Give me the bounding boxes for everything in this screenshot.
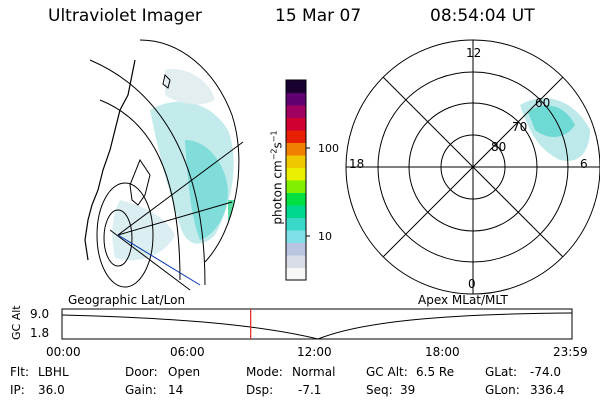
glat-label: GLat: bbox=[485, 365, 518, 379]
geographic-panel-label: Geographic Lat/Lon bbox=[68, 293, 186, 307]
time-label: 08:54:04 UT bbox=[430, 6, 535, 26]
colorbar-segment bbox=[286, 117, 306, 131]
colorbar-segment bbox=[286, 217, 306, 231]
colorbar-segment bbox=[286, 105, 306, 118]
mlt-0-label: 0 bbox=[468, 277, 476, 291]
seq-label: Seq: bbox=[366, 383, 393, 397]
colorbar-segment bbox=[286, 155, 306, 168]
gcalt-label: GC Alt: bbox=[366, 365, 408, 379]
timeline-ytick-top: 9.0 bbox=[30, 307, 50, 321]
timeline-xtick-1800: 18:00 bbox=[425, 345, 460, 359]
glon-value: 336.4 bbox=[530, 383, 565, 397]
glat-value: -74.0 bbox=[530, 365, 562, 379]
apex-panel-label: Apex MLat/MLT bbox=[418, 293, 508, 307]
mlt-18-label: 18 bbox=[349, 157, 365, 171]
timeline-xtick-1200: 12:00 bbox=[297, 345, 332, 359]
colorbar-tick-10: 10 bbox=[318, 230, 332, 243]
colorbar-segment bbox=[286, 192, 306, 206]
colorbar-segment bbox=[286, 255, 306, 268]
ip-value: 36.0 bbox=[38, 383, 65, 397]
door-value: Open bbox=[168, 365, 201, 379]
colorbar-segment bbox=[286, 167, 306, 181]
colorbar-segment bbox=[286, 130, 306, 143]
timeline-xtick-2359: 23:59 bbox=[553, 345, 588, 359]
colorbar-segment bbox=[286, 92, 306, 106]
colorbar-segment bbox=[286, 180, 306, 193]
colorbar-segment bbox=[286, 205, 306, 218]
filter-value: LBHL bbox=[38, 365, 69, 379]
timeline-xtick-0000: 00:00 bbox=[46, 345, 81, 359]
colorbar-tick-100: 100 bbox=[318, 142, 339, 155]
colorbar-segment bbox=[286, 142, 306, 156]
ip-label: IP: bbox=[10, 383, 25, 397]
door-label: Door: bbox=[125, 365, 158, 379]
timeline-xtick-0600: 06:00 bbox=[170, 345, 205, 359]
gain-label: Gain: bbox=[125, 383, 157, 397]
mlat-60-label: 60 bbox=[535, 96, 551, 110]
gcalt-value: 6.5 Re bbox=[416, 365, 455, 379]
colorbar-border bbox=[285, 79, 307, 281]
colorbar-segment bbox=[286, 267, 306, 281]
colorbar-segment bbox=[286, 230, 306, 243]
filter-label: Flt: bbox=[10, 365, 29, 379]
mlt-6-label: 6 bbox=[580, 157, 588, 171]
mode-label: Mode: bbox=[246, 365, 283, 379]
colorbar-segment bbox=[286, 242, 306, 256]
seq-value: 39 bbox=[400, 383, 416, 397]
timeline-ytick-bottom: 1.8 bbox=[30, 326, 50, 340]
date-label: 15 Mar 07 bbox=[275, 6, 362, 26]
mlat-80-label: 80 bbox=[491, 140, 507, 154]
instrument-title: Ultraviolet Imager bbox=[48, 6, 202, 26]
mlt-12-label: 12 bbox=[466, 46, 482, 60]
colorbar-segment bbox=[286, 80, 306, 93]
glon-label: GLon: bbox=[485, 383, 520, 397]
mode-value: Normal bbox=[292, 365, 336, 379]
dsp-value: -7.1 bbox=[298, 383, 322, 397]
timeline-ylabel: GC Alt bbox=[10, 305, 23, 340]
gain-value: 14 bbox=[168, 383, 184, 397]
mlat-70-label: 70 bbox=[512, 120, 528, 134]
dsp-label: Dsp: bbox=[246, 383, 274, 397]
